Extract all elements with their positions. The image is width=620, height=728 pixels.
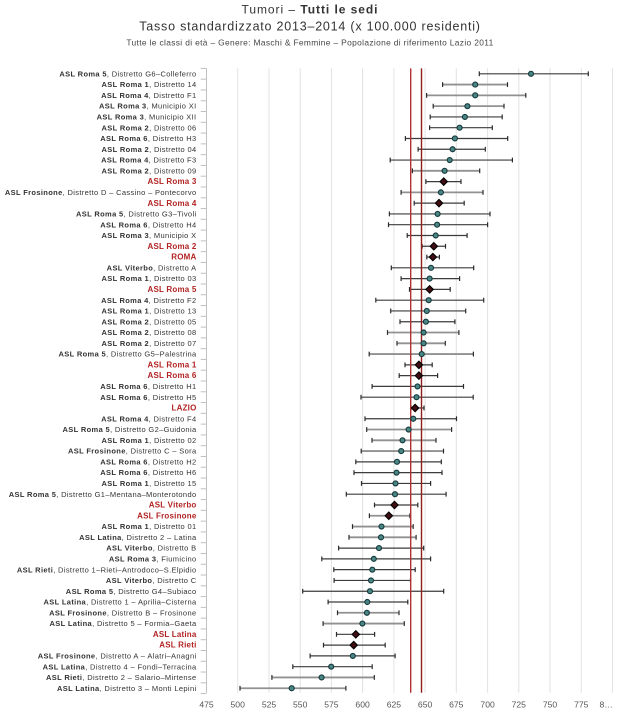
svg-text:ASL Roma 5, Distretto G2–Guido: ASL Roma 5, Distretto G2–Guidonia bbox=[63, 425, 197, 434]
svg-text:475: 475 bbox=[199, 700, 214, 710]
svg-text:ASL Roma 4, Distretto F2: ASL Roma 4, Distretto F2 bbox=[101, 296, 196, 305]
svg-text:700: 700 bbox=[480, 700, 495, 710]
svg-text:ASL Roma 4, Distretto F4: ASL Roma 4, Distretto F4 bbox=[101, 414, 196, 423]
svg-text:ASL Roma 4: ASL Roma 4 bbox=[148, 199, 197, 208]
svg-text:LAZIO: LAZIO bbox=[172, 404, 197, 413]
svg-text:ASL Roma 2, Distretto 04: ASL Roma 2, Distretto 04 bbox=[102, 145, 197, 154]
svg-text:ASL Roma 3, Municipio XII: ASL Roma 3, Municipio XII bbox=[97, 113, 197, 122]
svg-text:ASL Roma 1, Distretto 02: ASL Roma 1, Distretto 02 bbox=[102, 436, 197, 445]
svg-text:ASL Roma 6, Distretto H6: ASL Roma 6, Distretto H6 bbox=[100, 468, 196, 477]
svg-text:775: 775 bbox=[574, 700, 589, 710]
svg-text:650: 650 bbox=[418, 700, 433, 710]
svg-text:ASL Roma 3, Fiumicino: ASL Roma 3, Fiumicino bbox=[109, 554, 197, 563]
svg-text:ASL Roma 2: ASL Roma 2 bbox=[148, 242, 197, 251]
svg-text:ASL Latina, Distretto 1 – Apri: ASL Latina, Distretto 1 – Aprilia–Cister… bbox=[44, 598, 197, 607]
svg-text:ASL Roma 2, Distretto 05: ASL Roma 2, Distretto 05 bbox=[102, 317, 197, 326]
svg-text:ASL Viterbo: ASL Viterbo bbox=[149, 501, 197, 510]
svg-text:ASL Latina, Distretto 5 – Form: ASL Latina, Distretto 5 – Formia–Gaeta bbox=[50, 619, 197, 628]
svg-text:ASL Roma 6: ASL Roma 6 bbox=[148, 371, 197, 380]
svg-text:ASL Viterbo, Distretto C: ASL Viterbo, Distretto C bbox=[106, 576, 197, 585]
svg-text:ASL Latina, Distretto 3 – Mont: ASL Latina, Distretto 3 – Monti Lepini bbox=[57, 684, 196, 693]
svg-text:ASL Roma 2, Distretto 07: ASL Roma 2, Distretto 07 bbox=[102, 339, 197, 348]
svg-text:ASL Rieti, Distretto 2 – Salar: ASL Rieti, Distretto 2 – Salario–Mirtens… bbox=[46, 673, 197, 682]
svg-text:500: 500 bbox=[231, 700, 246, 710]
svg-text:ASL Roma 5, Distretto G6–Colle: ASL Roma 5, Distretto G6–Colleferro bbox=[59, 69, 196, 78]
svg-text:ASL Roma 2, Distretto 06: ASL Roma 2, Distretto 06 bbox=[102, 123, 197, 132]
svg-text:ASL Roma 6, Distretto H5: ASL Roma 6, Distretto H5 bbox=[100, 393, 196, 402]
svg-text:ASL Roma 1, Distretto 03: ASL Roma 1, Distretto 03 bbox=[102, 274, 197, 283]
svg-text:ASL Roma 5: ASL Roma 5 bbox=[148, 285, 197, 294]
svg-text:ASL Latina, Distretto 2 – Lati: ASL Latina, Distretto 2 – Latina bbox=[79, 533, 197, 542]
svg-text:ASL Roma 3: ASL Roma 3 bbox=[148, 177, 197, 186]
svg-text:ASL Roma 4, Distretto F3: ASL Roma 4, Distretto F3 bbox=[101, 156, 196, 165]
svg-text:550: 550 bbox=[293, 700, 308, 710]
svg-text:ASL Rieti, Distretto 1–Rieti–A: ASL Rieti, Distretto 1–Rieti–Antrodoco–S… bbox=[17, 565, 197, 574]
svg-text:ASL Rieti: ASL Rieti bbox=[159, 641, 196, 650]
svg-text:ASL Roma 6, Distretto H3: ASL Roma 6, Distretto H3 bbox=[100, 134, 196, 143]
svg-text:ASL Roma 1, Distretto 13: ASL Roma 1, Distretto 13 bbox=[102, 307, 197, 316]
svg-text:575: 575 bbox=[324, 700, 339, 710]
svg-text:ASL Roma 6, Distretto H2: ASL Roma 6, Distretto H2 bbox=[100, 457, 196, 466]
svg-text:ASL Frosinone: ASL Frosinone bbox=[137, 511, 197, 520]
svg-text:ASL Latina: ASL Latina bbox=[153, 630, 197, 639]
svg-text:ASL Roma 4, Distretto F1: ASL Roma 4, Distretto F1 bbox=[101, 91, 196, 100]
svg-text:ASL Roma 2, Distretto 09: ASL Roma 2, Distretto 09 bbox=[102, 166, 197, 175]
svg-text:750: 750 bbox=[543, 700, 558, 710]
svg-text:ASL Viterbo, Distretto B: ASL Viterbo, Distretto B bbox=[106, 544, 196, 553]
svg-text:ASL Roma 6, Distretto H1: ASL Roma 6, Distretto H1 bbox=[100, 382, 196, 391]
svg-text:ASL Roma 6, Distretto H4: ASL Roma 6, Distretto H4 bbox=[100, 220, 196, 229]
svg-text:ASL Latina, Distretto 4 – Fond: ASL Latina, Distretto 4 – Fondi–Terracin… bbox=[43, 662, 197, 671]
svg-text:ASL Roma 5, Distretto G5–Pales: ASL Roma 5, Distretto G5–Palestrina bbox=[59, 350, 197, 359]
svg-text:ASL Frosinone, Distretto B – F: ASL Frosinone, Distretto B – Frosinone bbox=[49, 608, 196, 617]
svg-text:ASL Frosinone, Distretto C – S: ASL Frosinone, Distretto C – Sora bbox=[68, 447, 197, 456]
svg-text:Tumori – Tutti le sedi: Tumori – Tutti le sedi bbox=[242, 3, 379, 17]
svg-text:525: 525 bbox=[262, 700, 277, 710]
svg-text:ASL Roma 3, Municipio X: ASL Roma 3, Municipio X bbox=[101, 231, 196, 240]
svg-text:625: 625 bbox=[387, 700, 402, 710]
svg-text:ASL Roma 1: ASL Roma 1 bbox=[148, 360, 197, 369]
svg-text:ASL Viterbo, Distretto A: ASL Viterbo, Distretto A bbox=[107, 263, 197, 272]
svg-text:ASL Roma 1, Distretto 01: ASL Roma 1, Distretto 01 bbox=[102, 522, 197, 531]
svg-text:600: 600 bbox=[355, 700, 370, 710]
svg-text:8…: 8… bbox=[600, 700, 613, 710]
svg-text:ASL Frosinone, Distretto A – A: ASL Frosinone, Distretto A – Alatri–Anag… bbox=[38, 651, 197, 660]
svg-text:ASL Roma 1, Distretto 15: ASL Roma 1, Distretto 15 bbox=[102, 479, 197, 488]
svg-text:675: 675 bbox=[449, 700, 464, 710]
svg-text:725: 725 bbox=[512, 700, 527, 710]
svg-text:ASL Roma 5, Distretto G1–Menta: ASL Roma 5, Distretto G1–Mentana–Montero… bbox=[9, 490, 197, 499]
svg-text:Tasso standardizzato 2013–2014: Tasso standardizzato 2013–2014 (x 100.00… bbox=[139, 20, 480, 34]
svg-text:ASL Frosinone, Distretto D – C: ASL Frosinone, Distretto D – Cassino – P… bbox=[5, 188, 197, 197]
svg-text:ROMA: ROMA bbox=[171, 253, 196, 262]
svg-text:ASL Roma 2, Distretto 08: ASL Roma 2, Distretto 08 bbox=[102, 328, 197, 337]
svg-text:ASL Roma 1, Distretto 14: ASL Roma 1, Distretto 14 bbox=[102, 80, 197, 89]
svg-text:ASL Roma 5, Distretto G3–Tivol: ASL Roma 5, Distretto G3–Tivoli bbox=[76, 210, 196, 219]
svg-text:ASL Roma 5, Distretto G4–Subia: ASL Roma 5, Distretto G4–Subiaco bbox=[66, 587, 197, 596]
svg-text:ASL Roma 3, Municipio XI: ASL Roma 3, Municipio XI bbox=[99, 102, 196, 111]
svg-text:Tutte le classi di età – Gener: Tutte le classi di età – Genere: Maschi … bbox=[126, 38, 493, 48]
